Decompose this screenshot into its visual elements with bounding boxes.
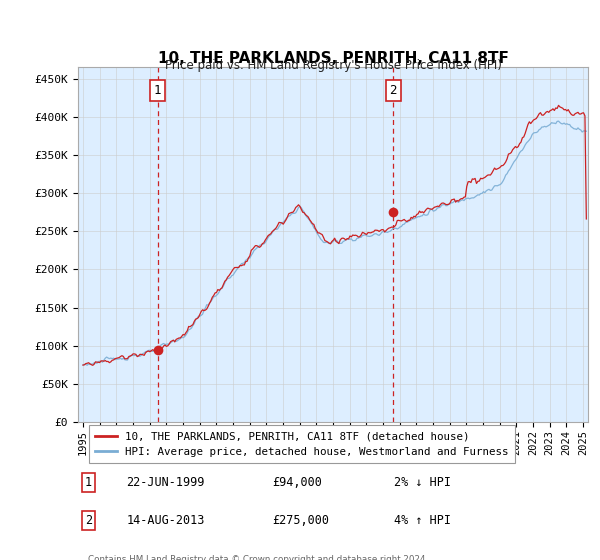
Text: 1: 1	[154, 84, 161, 97]
Title: 10, THE PARKLANDS, PENRITH, CA11 8TF: 10, THE PARKLANDS, PENRITH, CA11 8TF	[158, 51, 508, 66]
Text: 2: 2	[85, 515, 92, 528]
Text: 1: 1	[85, 477, 92, 489]
Text: 2: 2	[389, 84, 397, 97]
Legend: 10, THE PARKLANDS, PENRITH, CA11 8TF (detached house), HPI: Average price, detac: 10, THE PARKLANDS, PENRITH, CA11 8TF (de…	[89, 425, 515, 463]
Text: £275,000: £275,000	[272, 515, 329, 528]
Text: Contains HM Land Registry data © Crown copyright and database right 2024.
This d: Contains HM Land Registry data © Crown c…	[88, 555, 428, 560]
Text: Price paid vs. HM Land Registry's House Price Index (HPI): Price paid vs. HM Land Registry's House …	[164, 59, 502, 72]
Text: 4% ↑ HPI: 4% ↑ HPI	[394, 515, 451, 528]
Text: £94,000: £94,000	[272, 477, 322, 489]
Text: 2% ↓ HPI: 2% ↓ HPI	[394, 477, 451, 489]
Text: 14-AUG-2013: 14-AUG-2013	[127, 515, 205, 528]
Text: 22-JUN-1999: 22-JUN-1999	[127, 477, 205, 489]
